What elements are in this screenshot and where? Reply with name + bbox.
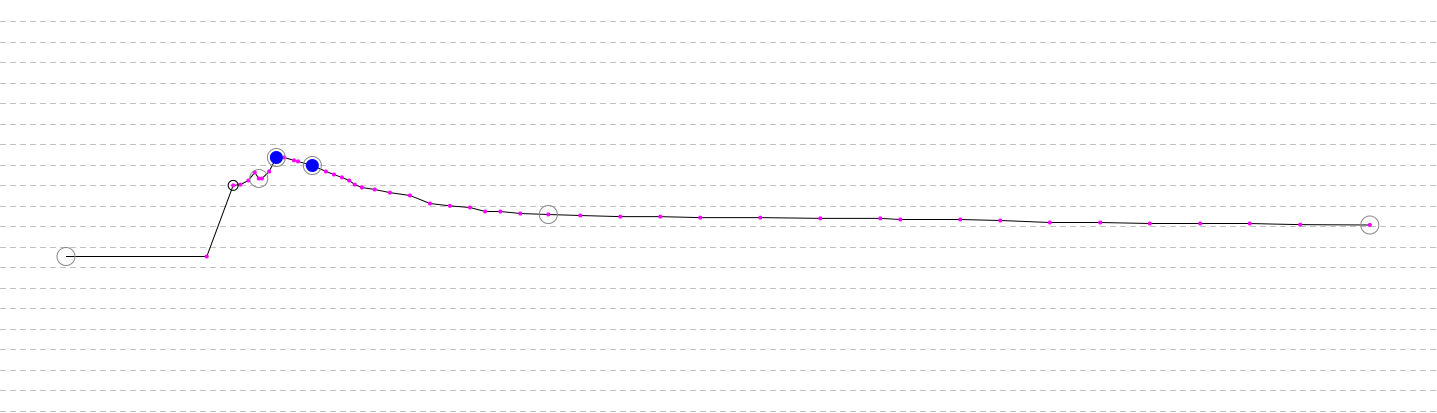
data-point	[898, 217, 903, 222]
data-point	[231, 183, 236, 188]
data-point	[331, 172, 336, 177]
data-point	[546, 212, 551, 217]
data-point	[256, 176, 261, 181]
data-point	[818, 216, 823, 221]
data-point	[295, 159, 300, 164]
data-point	[758, 215, 763, 220]
data-point	[1367, 222, 1372, 227]
data-point	[483, 209, 488, 214]
highlighted-point	[305, 159, 319, 173]
small-ring-marker	[227, 179, 239, 191]
data-point	[323, 169, 328, 174]
data-point	[352, 182, 357, 187]
data-point	[387, 190, 392, 195]
data-point	[498, 209, 503, 214]
data-point	[578, 213, 583, 218]
data-point	[467, 205, 472, 210]
data-point	[359, 185, 364, 190]
data-point	[958, 217, 963, 222]
data-point	[238, 182, 243, 187]
data-point	[878, 216, 883, 221]
data-point	[267, 169, 272, 174]
series-line	[65, 157, 1370, 258]
data-point	[259, 176, 264, 181]
data-point	[1247, 221, 1252, 226]
data-point	[339, 175, 344, 180]
ring-marker	[1360, 215, 1380, 235]
data-point	[347, 178, 352, 183]
data-point	[1198, 221, 1203, 226]
data-point	[998, 218, 1003, 223]
highlighted-point	[269, 151, 283, 165]
data-point	[658, 214, 663, 219]
data-point	[618, 214, 623, 219]
data-point	[204, 254, 209, 259]
data-point	[1147, 221, 1152, 226]
data-point	[518, 211, 523, 216]
data-point	[1298, 222, 1303, 227]
ring-marker	[538, 205, 558, 225]
highlight-ring	[266, 148, 286, 168]
highlight-ring	[302, 156, 322, 176]
data-point	[427, 201, 432, 206]
data-point	[372, 187, 377, 192]
data-point	[407, 193, 412, 198]
data-point	[291, 158, 296, 163]
ring-marker	[249, 168, 269, 188]
data-point	[698, 215, 703, 220]
data-point	[1098, 220, 1103, 225]
ring-marker	[56, 247, 76, 267]
data-point	[1047, 220, 1052, 225]
data-point	[447, 203, 452, 208]
